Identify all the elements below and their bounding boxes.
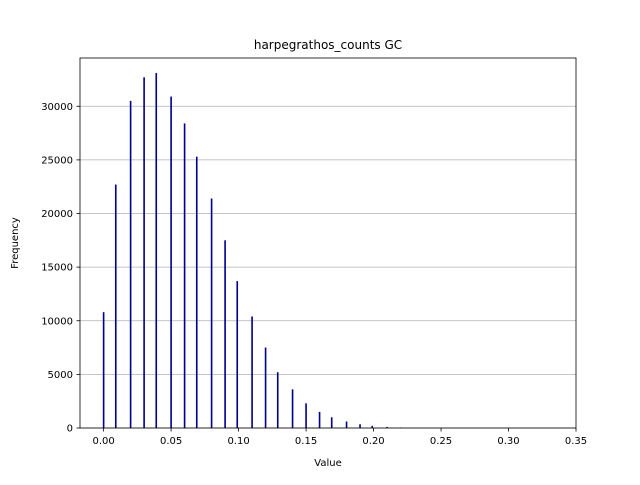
y-tick-label: 15000: [41, 263, 73, 274]
histogram-bar: [114, 184, 117, 428]
histogram-bar: [276, 372, 279, 428]
x-tick-label: 0.10: [227, 436, 249, 447]
histogram-bar: [170, 96, 172, 428]
histogram-bar: [371, 425, 374, 428]
histogram-bar: [318, 411, 321, 428]
x-tick-label: 0.30: [497, 436, 519, 447]
y-tick-label: 25000: [41, 155, 73, 166]
y-tick-label: 20000: [41, 209, 73, 220]
histogram-bar: [236, 281, 239, 428]
histogram-bar: [210, 198, 213, 428]
histogram-bar: [251, 316, 253, 428]
x-tick-label: 0.20: [362, 436, 384, 447]
x-tick-label: 0.00: [92, 436, 114, 447]
histogram-bar: [386, 426, 388, 428]
x-axis-label: Value: [314, 458, 341, 469]
grid-layer: [80, 105, 576, 429]
y-tick-label: 30000: [41, 102, 73, 113]
histogram-bar: [129, 100, 132, 428]
histogram-bar: [359, 424, 361, 428]
plot-frame: [79, 57, 577, 429]
bars-layer: [102, 73, 402, 428]
histogram-bar: [143, 77, 145, 428]
histogram-bar: [264, 347, 267, 428]
histogram-bar: [345, 421, 348, 428]
histogram-bar: [183, 123, 186, 428]
histogram-bar: [305, 403, 307, 428]
x-tick-label: 0.05: [160, 436, 182, 447]
y-tick-label: 0: [67, 424, 73, 435]
ticks-layer: 0 5000 10000 15000 20000 25000 30000 0.00 0.05 0.…: [41, 102, 587, 447]
histogram-bar: [195, 156, 198, 428]
histogram-bar: [155, 73, 158, 428]
y-tick-label: 5000: [48, 370, 73, 381]
x-tick-label: 0.35: [565, 436, 587, 447]
x-tick-label: 0.25: [430, 436, 452, 447]
x-tick-label: 0.15: [295, 436, 317, 447]
histogram-bar: [291, 389, 294, 428]
histogram-bar: [330, 417, 333, 428]
y-tick-label: 10000: [41, 316, 73, 327]
histogram-bar: [102, 312, 105, 428]
y-axis-label: Frequency: [10, 217, 21, 269]
chart-title: harpegrathos_counts GC: [254, 38, 402, 52]
histogram-bar: [224, 240, 226, 428]
